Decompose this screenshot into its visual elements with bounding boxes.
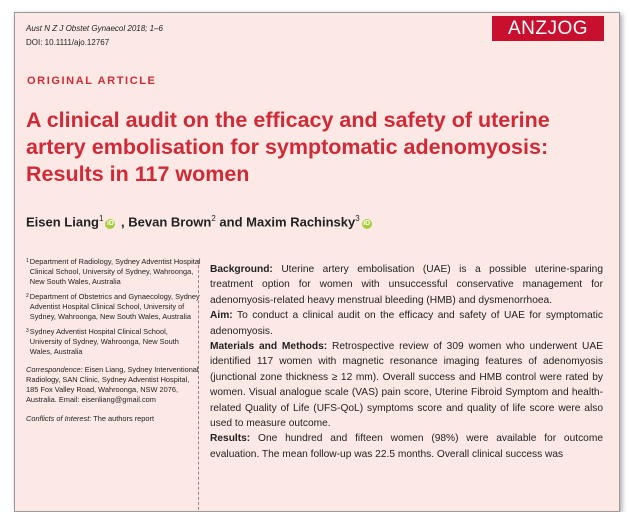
affiliation-number: 3 [26,328,29,334]
affiliation-item: 1 Department of Radiology, Sydney Advent… [26,257,202,287]
orcid-icon[interactable]: iD [105,219,116,230]
affiliation-item: 3 Sydney Adventist Hospital Clinical Sch… [26,327,202,357]
section-label: ORIGINAL ARTICLE [27,75,157,87]
aim-text: To conduct a clinical audit on the effic… [210,310,603,337]
abstract-background: Background: Uterine artery embolisation … [210,262,603,308]
author-affiliation-mark: 3 [355,214,360,223]
orcid-icon[interactable]: iD [361,219,372,230]
author-affiliation-mark: 1 [98,214,104,223]
column-divider [198,260,199,511]
results-text: One hundred and fifteen women (98%) were… [210,433,603,460]
affiliation-number: 1 [26,258,29,264]
title-line: Results in 117 women [26,162,250,186]
author-name: Eisen Liang [26,214,99,230]
abstract-aim: Aim: To conduct a clinical audit on the … [210,308,603,339]
affiliation-text: Sydney Adventist Hospital Clinical Schoo… [29,327,179,356]
title-line: A clinical audit on the efficacy and saf… [26,108,550,132]
affiliation-text: Department of Obstetrics and Gynaecology… [29,292,200,321]
conflicts-of-interest: Conflicts of Interest: The authors repor… [26,414,202,424]
author-separator: and [215,214,247,230]
author-list: Eisen Liang1iD , Bevan Brown2 and Maxim … [26,214,374,230]
author-name: Maxim Rachinsky [246,214,356,230]
abstract-methods: Materials and Methods: Retrospective rev… [210,339,603,431]
abstract: Background: Uterine artery embolisation … [210,262,603,462]
doi: DOI: 10.1111/ajo.12767 [26,38,110,47]
journal-logo: ANZJOG [492,16,604,41]
methods-label: Materials and Methods: [210,341,328,353]
correspondence-label: Correspondence: [26,365,83,374]
affiliation-item: 2 Department of Obstetrics and Gynaecolo… [26,292,202,322]
correspondence-text: Eisen Liang, Sydney Interventional Radio… [26,365,199,404]
background-label: Background: [210,264,273,275]
affiliation-number: 2 [26,293,29,299]
affiliations-sidebar: 1 Department of Radiology, Sydney Advent… [26,257,202,424]
abstract-results: Results: One hundred and fifteen women (… [210,431,603,462]
paper-page: Aust N Z J Obstet Gynaecol 2018; 1–6 DOI… [14,12,620,512]
aim-label: Aim: [210,310,233,322]
results-label: Results: [210,433,251,445]
methods-text: Retrospective review of 309 women who un… [210,341,603,430]
article-title: A clinical audit on the efficacy and saf… [26,107,586,188]
journal-reference: Aust N Z J Obstet Gynaecol 2018; 1–6 [26,24,163,33]
conflicts-label: Conflicts of Interest: [26,414,92,423]
correspondence: Correspondence: Eisen Liang, Sydney Inte… [26,365,202,405]
conflicts-text: The authors report [91,414,155,423]
background-text: Uterine artery embolisation (UAE) is a p… [210,264,603,306]
author-name: Bevan Brown [128,214,212,230]
title-line: artery embolisation for symptomatic aden… [26,135,549,159]
author-affiliation-mark: 2 [211,214,216,223]
affiliation-text: Department of Radiology, Sydney Adventis… [29,257,201,286]
author-separator: , [117,214,129,230]
